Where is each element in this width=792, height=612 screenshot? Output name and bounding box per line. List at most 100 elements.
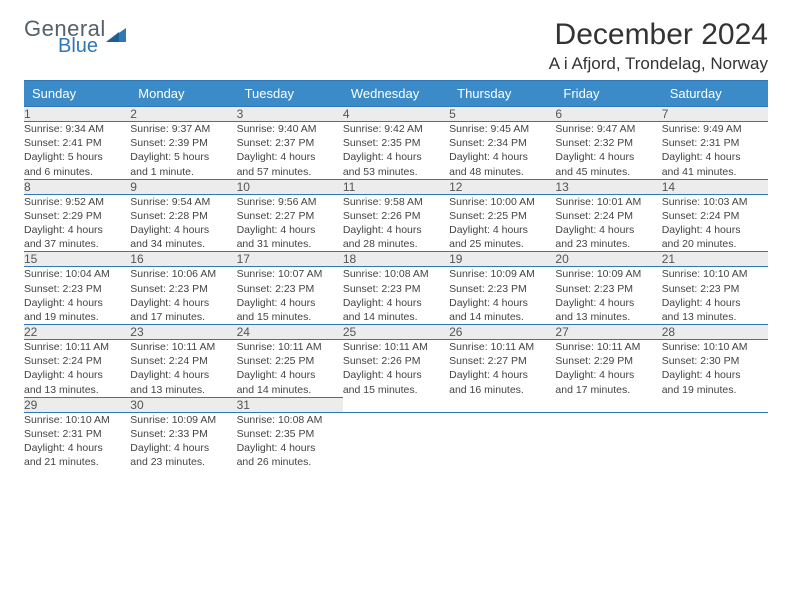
logo-word-blue: Blue (58, 36, 106, 56)
daylight-text: Daylight: 4 hours (130, 441, 236, 455)
day-cell: Sunrise: 10:10 AMSunset: 2:30 PMDaylight… (662, 340, 768, 398)
day-cell: Sunrise: 10:11 AMSunset: 2:25 PMDaylight… (237, 340, 343, 398)
day-number: 13 (555, 179, 661, 194)
sunset-text: Sunset: 2:23 PM (24, 282, 130, 296)
month-title: December 2024 (549, 18, 768, 52)
sunrise-text: Sunrise: 9:47 AM (555, 122, 661, 136)
daylight-text: Daylight: 4 hours (130, 223, 236, 237)
daylight-text: and 15 minutes. (237, 310, 343, 324)
daylight-text: and 25 minutes. (449, 237, 555, 251)
daylight-text: Daylight: 4 hours (343, 150, 449, 164)
day-number: 10 (237, 179, 343, 194)
daylight-text: Daylight: 4 hours (343, 368, 449, 382)
day-cell: Sunrise: 9:52 AMSunset: 2:29 PMDaylight:… (24, 194, 130, 252)
daylight-text: and 15 minutes. (343, 383, 449, 397)
sunset-text: Sunset: 2:33 PM (130, 427, 236, 441)
daylight-text: and 37 minutes. (24, 237, 130, 251)
day-number (449, 397, 555, 412)
day-number: 2 (130, 107, 236, 122)
day-header: Saturday (662, 81, 768, 107)
day-number: 12 (449, 179, 555, 194)
day-cell: Sunrise: 10:11 AMSunset: 2:24 PMDaylight… (24, 340, 130, 398)
day-cell: Sunrise: 9:58 AMSunset: 2:26 PMDaylight:… (343, 194, 449, 252)
sunset-text: Sunset: 2:23 PM (343, 282, 449, 296)
daylight-text: and 14 minutes. (449, 310, 555, 324)
day-number: 22 (24, 325, 130, 340)
sunrise-text: Sunrise: 10:07 AM (237, 267, 343, 281)
sunset-text: Sunset: 2:35 PM (237, 427, 343, 441)
sunset-text: Sunset: 2:24 PM (24, 354, 130, 368)
day-number: 24 (237, 325, 343, 340)
sunset-text: Sunset: 2:29 PM (555, 354, 661, 368)
day-cell: Sunrise: 10:11 AMSunset: 2:26 PMDaylight… (343, 340, 449, 398)
daylight-text: Daylight: 4 hours (237, 150, 343, 164)
daylight-text: Daylight: 4 hours (237, 368, 343, 382)
sunrise-text: Sunrise: 10:11 AM (343, 340, 449, 354)
calendar-table: Sunday Monday Tuesday Wednesday Thursday… (24, 81, 768, 469)
day-number: 20 (555, 252, 661, 267)
day-number-row: 22232425262728 (24, 325, 768, 340)
day-number: 3 (237, 107, 343, 122)
day-cell: Sunrise: 9:56 AMSunset: 2:27 PMDaylight:… (237, 194, 343, 252)
daylight-text: Daylight: 4 hours (555, 296, 661, 310)
day-cell (662, 412, 768, 469)
day-cell: Sunrise: 10:01 AMSunset: 2:24 PMDaylight… (555, 194, 661, 252)
day-cell: Sunrise: 9:37 AMSunset: 2:39 PMDaylight:… (130, 122, 236, 180)
sunrise-text: Sunrise: 9:34 AM (24, 122, 130, 136)
daylight-text: Daylight: 4 hours (662, 368, 768, 382)
day-cell: Sunrise: 10:08 AMSunset: 2:35 PMDaylight… (237, 412, 343, 469)
day-cell: Sunrise: 10:10 AMSunset: 2:31 PMDaylight… (24, 412, 130, 469)
sunrise-text: Sunrise: 9:49 AM (662, 122, 768, 136)
daylight-text: and 19 minutes. (24, 310, 130, 324)
day-number: 19 (449, 252, 555, 267)
sunset-text: Sunset: 2:25 PM (449, 209, 555, 223)
day-cell (449, 412, 555, 469)
daylight-text: and 45 minutes. (555, 165, 661, 179)
daylight-text: Daylight: 4 hours (449, 150, 555, 164)
day-cell (343, 412, 449, 469)
daylight-text: and 41 minutes. (662, 165, 768, 179)
day-header-row: Sunday Monday Tuesday Wednesday Thursday… (24, 81, 768, 107)
day-number (662, 397, 768, 412)
day-header: Thursday (449, 81, 555, 107)
day-number: 21 (662, 252, 768, 267)
daylight-text: Daylight: 4 hours (237, 296, 343, 310)
daylight-text: Daylight: 4 hours (24, 296, 130, 310)
day-number: 18 (343, 252, 449, 267)
day-cell: Sunrise: 10:10 AMSunset: 2:23 PMDaylight… (662, 267, 768, 325)
daylight-text: and 13 minutes. (130, 383, 236, 397)
day-content-row: Sunrise: 9:52 AMSunset: 2:29 PMDaylight:… (24, 194, 768, 252)
sunset-text: Sunset: 2:24 PM (130, 354, 236, 368)
sunrise-text: Sunrise: 9:58 AM (343, 195, 449, 209)
daylight-text: and 17 minutes. (130, 310, 236, 324)
sunset-text: Sunset: 2:26 PM (343, 209, 449, 223)
day-cell: Sunrise: 10:08 AMSunset: 2:23 PMDaylight… (343, 267, 449, 325)
sunset-text: Sunset: 2:24 PM (662, 209, 768, 223)
day-cell: Sunrise: 10:03 AMSunset: 2:24 PMDaylight… (662, 194, 768, 252)
day-number: 7 (662, 107, 768, 122)
day-number: 6 (555, 107, 661, 122)
day-cell: Sunrise: 10:00 AMSunset: 2:25 PMDaylight… (449, 194, 555, 252)
sunrise-text: Sunrise: 9:45 AM (449, 122, 555, 136)
sunrise-text: Sunrise: 10:08 AM (237, 413, 343, 427)
sunrise-text: Sunrise: 9:52 AM (24, 195, 130, 209)
day-number: 4 (343, 107, 449, 122)
daylight-text: Daylight: 4 hours (130, 296, 236, 310)
sunrise-text: Sunrise: 10:11 AM (237, 340, 343, 354)
day-cell: Sunrise: 10:06 AMSunset: 2:23 PMDaylight… (130, 267, 236, 325)
logo: General Blue (24, 18, 126, 56)
sunrise-text: Sunrise: 10:06 AM (130, 267, 236, 281)
day-cell: Sunrise: 10:09 AMSunset: 2:33 PMDaylight… (130, 412, 236, 469)
header: General Blue December 2024 A i Afjord, T… (24, 18, 768, 74)
daylight-text: and 19 minutes. (662, 383, 768, 397)
sunrise-text: Sunrise: 9:37 AM (130, 122, 236, 136)
daylight-text: Daylight: 4 hours (343, 296, 449, 310)
day-cell: Sunrise: 10:11 AMSunset: 2:29 PMDaylight… (555, 340, 661, 398)
daylight-text: Daylight: 4 hours (237, 441, 343, 455)
daylight-text: Daylight: 4 hours (449, 368, 555, 382)
day-content-row: Sunrise: 10:04 AMSunset: 2:23 PMDaylight… (24, 267, 768, 325)
day-number: 5 (449, 107, 555, 122)
sunset-text: Sunset: 2:31 PM (662, 136, 768, 150)
title-block: December 2024 A i Afjord, Trondelag, Nor… (549, 18, 768, 74)
daylight-text: Daylight: 4 hours (343, 223, 449, 237)
